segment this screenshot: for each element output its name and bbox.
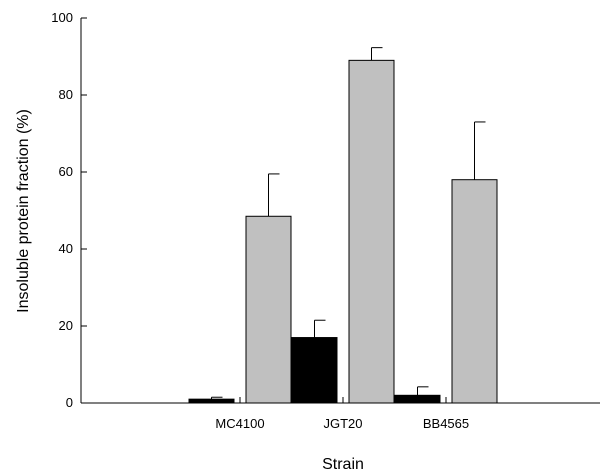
bar-series-2-bb4565 [451, 179, 498, 404]
y-tick-label: 60 [59, 164, 73, 179]
plot-area: 0 20 40 60 80 100 MC4100 JGT20 BB4565 [51, 10, 600, 431]
bar-series-1-jgt20 [291, 337, 338, 404]
y-axis-title: Insoluble protein fraction (%) [15, 109, 32, 313]
x-tick-label: BB4565 [423, 416, 469, 431]
x-tick-label: MC4100 [215, 416, 264, 431]
x-tick-label: JGT20 [323, 416, 362, 431]
y-tick-label: 100 [51, 10, 73, 25]
bar-series-1-mc4100 [188, 398, 235, 404]
bar-series-2-jgt20 [348, 59, 395, 404]
y-tick-label: 40 [59, 241, 73, 256]
y-tick-label: 20 [59, 318, 73, 333]
bar-series-2-mc4100 [245, 215, 292, 404]
x-axis-title: Strain [322, 456, 364, 473]
y-tick-label: 0 [66, 395, 73, 410]
bar-series-1-bb4565 [394, 394, 441, 404]
y-tick-label: 80 [59, 87, 73, 102]
